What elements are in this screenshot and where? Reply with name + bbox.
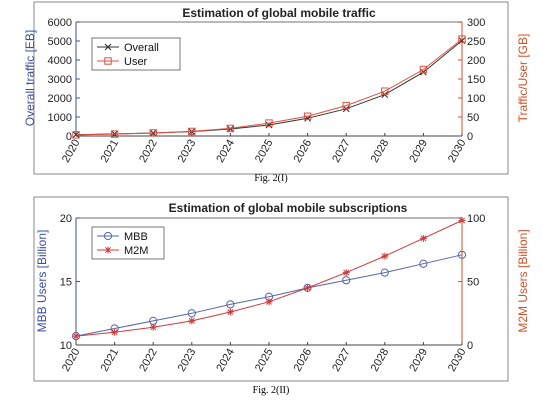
traffic-series-user-point: [149, 129, 157, 137]
traffic-chart-title: Estimation of global mobile traffic: [182, 6, 376, 20]
subscriptions-legend-label: M2M: [124, 245, 148, 257]
subscriptions-series-mbb-point: [342, 276, 351, 285]
traffic-series-user-point: [265, 119, 273, 127]
subscriptions-right-axis-label: M2M Users [Billion]: [516, 229, 530, 332]
traffic-right-tick-label: 150: [467, 74, 485, 86]
subscriptions-series-m2m-point: [72, 332, 80, 340]
subscriptions-series-m2m-point: [149, 323, 157, 331]
traffic-right-tick-label: 0: [467, 131, 473, 143]
traffic-series-user-point: [188, 127, 196, 136]
traffic-series-user-line: [75, 38, 463, 136]
traffic-right-tick-label: 50: [467, 112, 479, 124]
traffic-series-user-point: [72, 131, 80, 139]
subscriptions-series-mbb-point: [226, 300, 235, 309]
traffic-right-axis-label: Traffic/User [GB]: [516, 34, 530, 123]
subscriptions-legend-label: MBB: [124, 231, 148, 243]
traffic-legend-marker: [104, 43, 112, 51]
traffic-left-axis-label: Overall traffic [EB]: [23, 30, 37, 126]
subscriptions-left-tick-label: 15: [60, 277, 72, 289]
traffic-legend-label: User: [124, 56, 148, 68]
traffic-series-user-point: [419, 65, 428, 74]
traffic-series-user-point: [458, 35, 466, 43]
traffic-left-tick-label: 1000: [48, 112, 72, 124]
traffic-right-tick-label: 100: [467, 93, 485, 105]
subscriptions-series-mbb-point: [457, 250, 467, 259]
subscriptions-series-mbb-point: [419, 259, 428, 268]
subscriptions-right-tick-label: 100: [467, 213, 485, 225]
traffic-series-overall-point: [227, 125, 234, 133]
subscriptions-series-m2m-point: [226, 308, 234, 316]
subscriptions-left-tick-label: 10: [60, 340, 72, 352]
subscriptions-series-mbb-point: [303, 283, 312, 292]
traffic-right-tick-label: 250: [467, 36, 485, 48]
subscriptions-left-tick-label: 20: [60, 213, 72, 225]
subscriptions-series-m2m-point: [304, 284, 312, 292]
subscriptions-legend-box: [91, 226, 165, 260]
subscriptions-series-m2m-point: [419, 234, 427, 242]
traffic-legend: Overall User: [91, 37, 181, 71]
subscriptions-series-m2m-point: [342, 269, 350, 277]
traffic-series-user-point: [303, 112, 312, 120]
subscriptions-series-m2m-point: [458, 217, 466, 225]
subscriptions-series-m2m-point: [188, 317, 196, 325]
subscriptions-series-m2m-point: [111, 328, 119, 336]
subscriptions-chart-title: Estimation of global mobile subscription…: [169, 201, 408, 215]
subscriptions-series-mbb-point: [187, 309, 196, 318]
subscriptions-legend: MBB M2M: [91, 226, 165, 260]
subscriptions-series-m2m-point: [381, 252, 389, 260]
subscriptions-series-m2m-point: [265, 298, 273, 306]
traffic-right-tick-label: 300: [467, 17, 485, 29]
traffic-right-tick-label: 200: [467, 55, 485, 67]
traffic-chart: Estimation of global mobile traffic Over…: [23, 1, 530, 175]
traffic-series-user-point: [110, 130, 119, 138]
traffic-series-user-point: [381, 87, 389, 95]
subscriptions-series-mbb-line: [75, 254, 463, 337]
traffic-left-tick-label: 6000: [48, 17, 72, 29]
subscriptions-right-tick-label: 50: [467, 277, 479, 289]
subscriptions-series-mbb-point: [380, 268, 389, 277]
traffic-left-tick-label: 0: [66, 131, 72, 143]
traffic-left-tick-label: 2000: [48, 93, 72, 105]
subscriptions-left-axis-label: MBB Users [Billion]: [35, 230, 49, 333]
subscriptions-chart: Estimation of global mobile subscription…: [33, 196, 530, 382]
traffic-series-user-point: [342, 101, 350, 110]
subscriptions-legend-marker: [103, 231, 113, 241]
traffic-left-tick-label: 4000: [48, 55, 72, 67]
traffic-legend-label: Overall: [124, 42, 159, 54]
traffic-plot-area: 0 1000 2000 3000 4000 5000 6000 0 50 100 150 200 250…: [48, 17, 486, 165]
traffic-series-user-point: [226, 124, 235, 133]
figure-caption-2: Fig. 2(II): [253, 385, 290, 396]
figure-caption-1: Fig. 2(I): [254, 173, 287, 184]
traffic-left-tick-label: 3000: [48, 74, 72, 86]
subscriptions-legend-marker: [104, 246, 112, 254]
traffic-chart-frame: [33, 1, 509, 175]
subscriptions-right-tick-label: 0: [467, 340, 473, 352]
traffic-legend-marker: [104, 57, 112, 65]
traffic-left-tick-label: 5000: [48, 36, 72, 48]
